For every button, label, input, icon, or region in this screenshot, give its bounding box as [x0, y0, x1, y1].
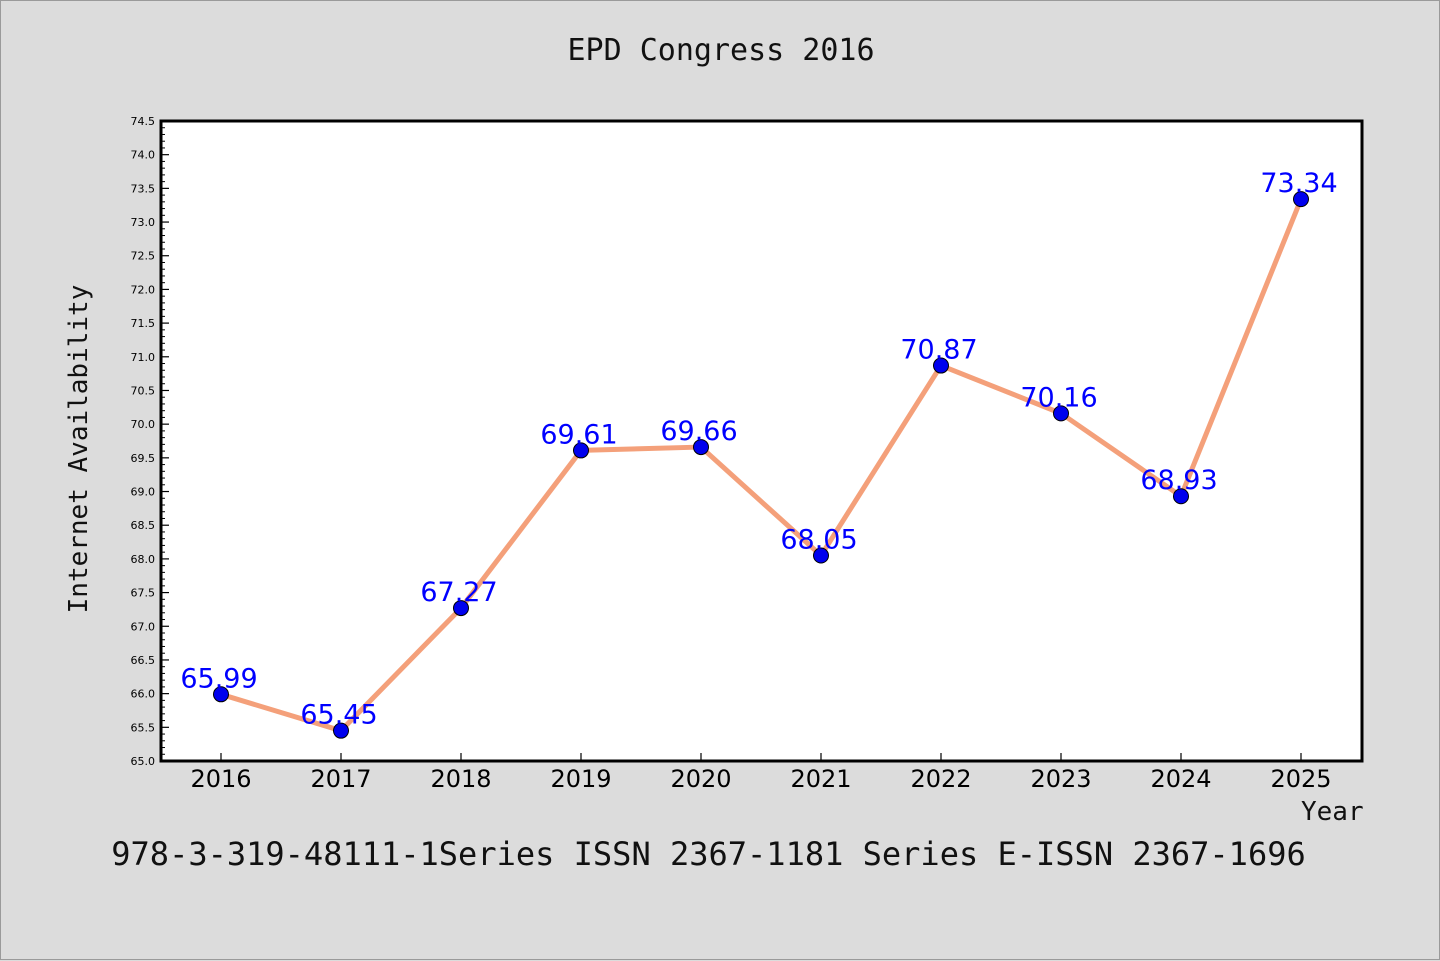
- x-tick-label: 2020: [670, 765, 731, 793]
- data-point: [453, 600, 469, 617]
- plot-frame: [159, 119, 1364, 763]
- y-tick-label: 70.0: [131, 418, 156, 431]
- y-tick-label: 72.5: [131, 250, 156, 263]
- y-tick-label: 67.5: [131, 587, 156, 600]
- y-tick-label: 65.5: [131, 721, 156, 734]
- y-tick-label: 66.0: [131, 688, 156, 701]
- y-tick-label: 69.0: [131, 486, 156, 499]
- data-point: [693, 439, 709, 456]
- data-point: [813, 547, 829, 564]
- x-tick-label: 2016: [190, 765, 251, 793]
- data-point: [333, 722, 349, 739]
- y-tick-label: 74.5: [131, 115, 156, 128]
- data-label: 68.93: [1140, 465, 1217, 496]
- series-line: [218, 196, 1304, 734]
- y-tick-label: 67.0: [131, 620, 156, 633]
- x-tick-label: 2018: [430, 765, 491, 793]
- x-tick-label: 2023: [1030, 765, 1091, 793]
- data-point: [213, 686, 229, 703]
- x-tick-label: 2025: [1270, 765, 1331, 793]
- y-tick-label: 66.5: [131, 654, 156, 667]
- data-label: 69.66: [660, 416, 737, 447]
- x-axis-label: Year: [1301, 797, 1364, 827]
- x-tick-label: 2019: [550, 765, 611, 793]
- chart-title: EPD Congress 2016: [567, 33, 875, 68]
- x-tick-label: 2022: [910, 765, 971, 793]
- data-label: 70.16: [1020, 382, 1097, 413]
- y-tick-label: 68.0: [131, 553, 156, 566]
- chart-caption: 978-3-319-48111-1Series ISSN 2367-1181 S…: [111, 835, 1306, 873]
- data-point: [1293, 191, 1309, 208]
- data-point: [1053, 405, 1069, 422]
- data-label: 68.05: [780, 525, 857, 556]
- data-point: [573, 442, 589, 459]
- y-tick-label: 71.5: [131, 317, 156, 330]
- data-label: 65.45: [300, 700, 377, 731]
- y-tick-label: 71.0: [131, 351, 156, 364]
- y-tick-label: 70.5: [131, 384, 156, 397]
- plot-area: [161, 121, 1362, 761]
- y-tick-label: 68.5: [131, 519, 156, 532]
- data-label: 69.61: [540, 419, 617, 450]
- y-tick-label: 73.0: [131, 216, 156, 229]
- data-label: 70.87: [900, 335, 977, 366]
- y-tick-label: 73.5: [131, 182, 156, 195]
- data-label: 65.99: [180, 663, 257, 694]
- data-point: [933, 357, 949, 374]
- y-tick-label: 72.0: [131, 283, 156, 296]
- data-label: 73.34: [1260, 168, 1337, 199]
- y-tick-label: 74.0: [131, 149, 156, 162]
- x-tick-label: 2017: [310, 765, 371, 793]
- data-point: [1173, 488, 1189, 505]
- y-tick-label: 69.5: [131, 452, 156, 465]
- y-tick-label: 65.0: [131, 755, 156, 768]
- x-tick-label: 2024: [1150, 765, 1211, 793]
- x-tick-label: 2021: [790, 765, 851, 793]
- data-label: 67.27: [420, 577, 497, 608]
